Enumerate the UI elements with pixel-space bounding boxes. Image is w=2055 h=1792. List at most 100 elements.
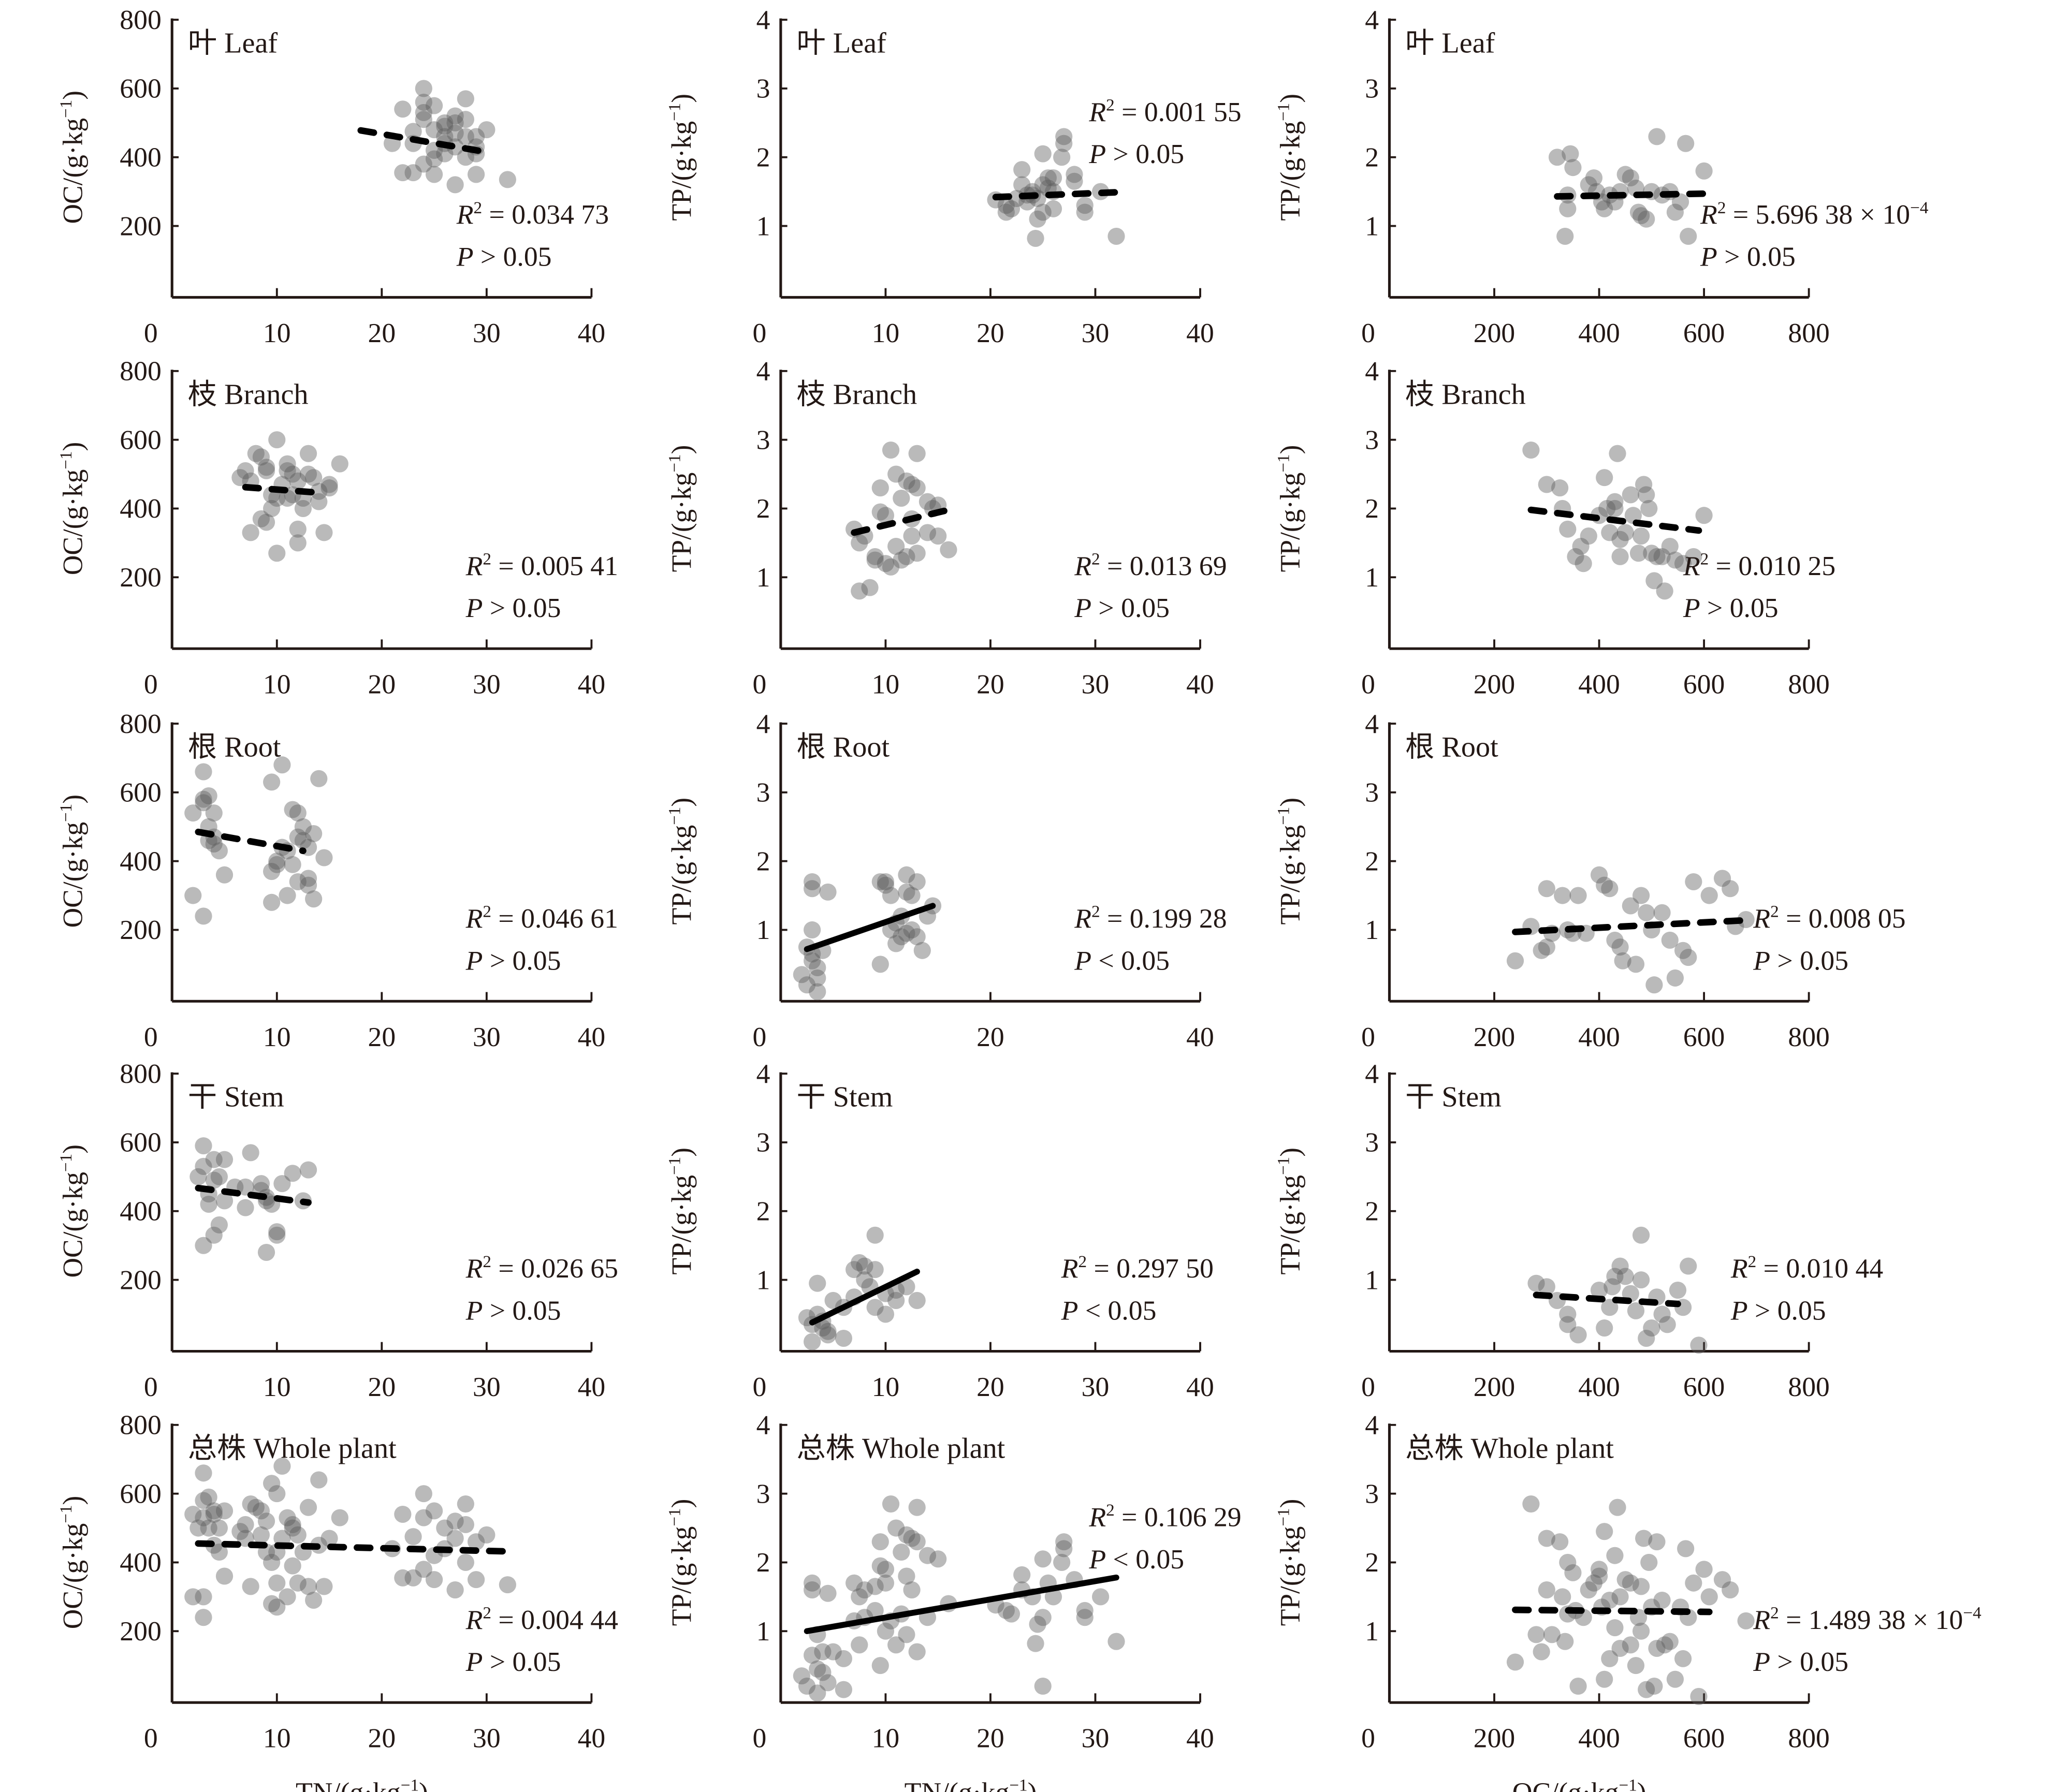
data-point <box>871 479 889 497</box>
data-point <box>1653 548 1671 565</box>
data-point <box>1580 176 1597 194</box>
data-point <box>1713 870 1731 887</box>
data-point <box>1076 1609 1094 1626</box>
data-point <box>1737 911 1755 929</box>
data-point <box>1091 1588 1110 1606</box>
data-point <box>804 1581 821 1599</box>
data-point <box>1044 200 1062 217</box>
data-point <box>425 121 443 139</box>
data-point <box>1506 1653 1524 1671</box>
x-tick-label: 40 <box>578 1723 606 1754</box>
data-point <box>1653 1591 1671 1609</box>
y-tick-label: 4 <box>756 1409 770 1441</box>
y-tick-label: 1 <box>756 562 770 593</box>
data-point <box>1685 548 1702 565</box>
data-point <box>237 1199 254 1216</box>
data-point <box>284 801 301 818</box>
data-point <box>1538 476 1555 493</box>
p-value-label: P > 0.05 <box>465 945 561 976</box>
data-point <box>1107 1633 1125 1650</box>
data-point <box>1527 1626 1545 1643</box>
data-point <box>215 1567 234 1585</box>
y-tick-label: 1 <box>756 914 770 945</box>
data-point <box>263 1595 281 1612</box>
data-point <box>279 462 296 479</box>
data-point <box>415 1561 432 1578</box>
data-point <box>1677 135 1695 152</box>
data-point <box>294 818 312 835</box>
data-point <box>215 866 234 884</box>
x-tick-label: 0 <box>144 1723 158 1754</box>
data-point <box>819 1323 837 1340</box>
data-point <box>457 1516 474 1533</box>
data-point <box>1622 1636 1639 1654</box>
data-point <box>1632 1578 1650 1595</box>
data-point <box>415 93 432 111</box>
data-point <box>1002 200 1021 217</box>
y-axis-title: OC/(g·kg−1) <box>56 795 89 928</box>
data-point <box>809 959 826 977</box>
y-tick-label: 3 <box>756 1127 770 1158</box>
data-point <box>446 1581 464 1599</box>
data-point <box>404 123 422 140</box>
data-point <box>205 1171 223 1189</box>
data-point <box>415 111 432 128</box>
data-point <box>467 1571 485 1589</box>
data-point <box>1029 1615 1046 1633</box>
data-point <box>1666 1670 1684 1688</box>
y-tick-label: 3 <box>1365 777 1379 808</box>
data-point <box>415 155 432 173</box>
data-point <box>247 445 265 462</box>
y-axis-title: TP/(g·kg−1) <box>665 1499 697 1626</box>
data-point <box>1616 524 1634 541</box>
data-point <box>331 1509 348 1526</box>
data-point <box>237 1516 254 1533</box>
data-point <box>195 763 212 781</box>
y-tick-label: 800 <box>120 708 161 739</box>
data-point <box>467 166 485 183</box>
x-tick-label: 20 <box>368 669 396 700</box>
y-axis-title: TP/(g·kg−1) <box>1274 1148 1306 1275</box>
p-value-label: P > 0.05 <box>1088 138 1184 169</box>
data-point <box>1616 166 1634 183</box>
data-point <box>1034 1677 1052 1695</box>
data-point <box>242 1578 259 1595</box>
fit-line <box>992 189 1120 201</box>
x-axis-title: TN/(g·kg−1) <box>905 1776 1037 1792</box>
x-tick-label: 30 <box>1082 1723 1110 1754</box>
x-tick-label: 10 <box>872 317 900 348</box>
data-point <box>898 924 915 942</box>
data-point <box>394 164 412 182</box>
data-point <box>263 1475 281 1492</box>
panel-title: 总株 Whole plant <box>1405 1433 1614 1465</box>
p-value-label: P > 0.05 <box>1700 241 1796 272</box>
y-axis-title: TP/(g·kg−1) <box>665 1148 697 1275</box>
data-point <box>898 1278 915 1296</box>
data-point <box>252 448 270 466</box>
data-point <box>819 1326 837 1344</box>
data-point <box>1611 938 1629 956</box>
data-point <box>1034 1550 1052 1568</box>
data-point <box>299 465 317 483</box>
data-point <box>1604 1278 1621 1296</box>
data-point <box>184 1505 202 1523</box>
data-point <box>1632 1271 1650 1289</box>
y-tick-label: 1 <box>1365 562 1379 593</box>
data-point <box>1677 1540 1695 1558</box>
x-axis-title: OC/(g·kg−1) <box>1512 1776 1646 1792</box>
data-point <box>898 1567 915 1585</box>
y-tick-label: 3 <box>1365 1127 1379 1158</box>
data-point <box>929 1550 947 1568</box>
data-point <box>195 1509 212 1526</box>
panel-title: 干 Stem <box>188 1081 284 1113</box>
data-point <box>1635 1530 1653 1547</box>
data-point <box>320 479 338 497</box>
p-value-label: P > 0.05 <box>1683 592 1779 623</box>
data-point <box>1648 1639 1666 1657</box>
y-tick-label: 2 <box>756 1547 770 1578</box>
data-point <box>425 150 443 168</box>
x-tick-label: 40 <box>578 1371 606 1402</box>
data-point <box>814 1664 832 1681</box>
data-point <box>499 1576 516 1594</box>
data-point <box>887 465 905 483</box>
